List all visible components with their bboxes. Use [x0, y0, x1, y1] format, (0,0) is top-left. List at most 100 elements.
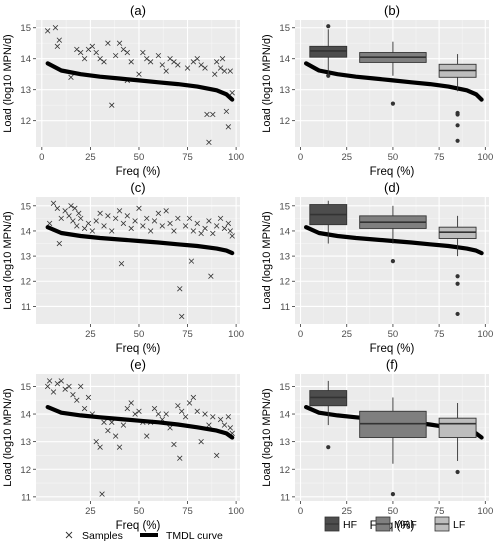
sample-point: [66, 383, 72, 390]
sample-point: [190, 59, 197, 65]
sample-point: [140, 223, 146, 229]
legend-curve-label: TMDL curve: [166, 530, 223, 542]
sample-point: [62, 208, 68, 214]
sample-point: [136, 205, 142, 211]
legend-label-hf: HF: [343, 519, 357, 531]
sample-point: [194, 220, 200, 227]
legend-label-lf: LF: [453, 519, 465, 531]
y-tick-label: 12: [279, 465, 290, 476]
sample-point: [56, 240, 62, 247]
sample-point: [78, 49, 84, 56]
sample-point: [163, 208, 169, 214]
box-hf: [309, 200, 348, 244]
sample-point: [186, 400, 193, 406]
sample-point: [109, 228, 115, 234]
box-hf: [309, 380, 348, 450]
sample-point: [116, 40, 123, 46]
sample-point: [58, 215, 64, 222]
sample-point: [70, 218, 76, 224]
sample-point: [227, 425, 233, 431]
panel-title: (e): [130, 357, 146, 372]
sample-point: [194, 408, 200, 414]
x-tick-label: 75: [434, 152, 445, 163]
box-lf: [438, 54, 477, 143]
sample-point: [109, 102, 115, 108]
y-tick-label: 13: [279, 437, 290, 448]
sample-point: [171, 441, 177, 448]
y-tick-label: 15: [279, 382, 290, 393]
y-tick-label: 12: [20, 277, 31, 288]
sample-point: [101, 59, 107, 65]
sample-point: [198, 438, 204, 445]
sample-point: [206, 218, 212, 224]
x-tick-label: 50: [134, 329, 145, 340]
sample-point: [171, 228, 177, 234]
sample-point: [89, 43, 96, 50]
outlier-point: [455, 274, 460, 279]
sample-point: [89, 228, 96, 234]
sample-point: [112, 215, 119, 222]
sample-point: [124, 49, 130, 56]
sample-point: [190, 228, 197, 234]
y-tick-label: 15: [20, 23, 31, 34]
outlier-point: [455, 138, 460, 143]
y-axis-label: Load (log10 MPN/d): [261, 34, 273, 132]
y-tick-label: 14: [279, 54, 290, 65]
sample-point: [101, 223, 107, 229]
sample-point: [225, 124, 232, 130]
outlier-point: [390, 101, 396, 106]
x-tick-label: 100: [228, 329, 244, 340]
box-mrf: [359, 205, 427, 264]
x-tick-label: 75: [182, 152, 193, 163]
sample-point: [46, 220, 53, 227]
x-tick-label: 25: [85, 329, 96, 340]
sample-point: [225, 414, 232, 420]
sample-point: [140, 49, 146, 56]
sample-point: [62, 386, 68, 392]
x-tick-label: 100: [228, 152, 244, 163]
sample-point: [229, 233, 235, 239]
legend-flow-classes: HF MRF LF: [324, 516, 465, 532]
sample-point: [163, 411, 169, 417]
sample-point: [97, 56, 103, 62]
x-tick-label: 75: [182, 329, 193, 340]
y-axis-label: Load (log10 MPN/d): [2, 34, 14, 132]
x-tick-label: 0: [298, 329, 303, 340]
y-tick-label: 15: [279, 23, 290, 34]
sample-point: [76, 210, 82, 217]
sample-point: [112, 52, 119, 59]
sample-point: [163, 68, 169, 74]
sample-point: [167, 220, 173, 227]
sample-point: [58, 378, 64, 384]
x-tick-label: 100: [477, 152, 493, 163]
x-tick-label: 25: [341, 329, 352, 340]
sample-point: [221, 422, 228, 428]
sample-point: [210, 230, 216, 237]
legend-samples-curve: Samples TMDL curve: [65, 530, 223, 542]
sample-point: [214, 452, 220, 459]
x-tick-label: 25: [85, 152, 96, 163]
panel-background: [295, 20, 489, 147]
sample-point: [72, 205, 78, 211]
sample-point: [101, 419, 107, 425]
y-tick-label: 13: [20, 437, 31, 448]
outlier-point: [326, 24, 331, 29]
sample-point: [118, 260, 125, 267]
sample-point: [44, 383, 51, 390]
sample-point: [210, 111, 216, 118]
sample-point: [155, 411, 162, 417]
y-tick-label: 15: [20, 382, 31, 393]
box-mrf: [359, 41, 427, 106]
outlier-point: [390, 259, 396, 264]
sample-point: [223, 108, 230, 115]
x-tick-label: 25: [341, 506, 352, 517]
y-tick-label: 14: [20, 54, 31, 65]
y-tick-label: 13: [279, 252, 290, 263]
y-tick-label: 14: [279, 410, 290, 421]
x-axis-label: Freq (%): [370, 343, 415, 355]
sample-point: [81, 56, 88, 62]
panel-e: 11 12 13 14 15 25 50 75 100 (e) Freq (%) Load (log1…: [2, 357, 244, 532]
sample-point: [159, 223, 165, 229]
sample-point: [208, 273, 214, 279]
